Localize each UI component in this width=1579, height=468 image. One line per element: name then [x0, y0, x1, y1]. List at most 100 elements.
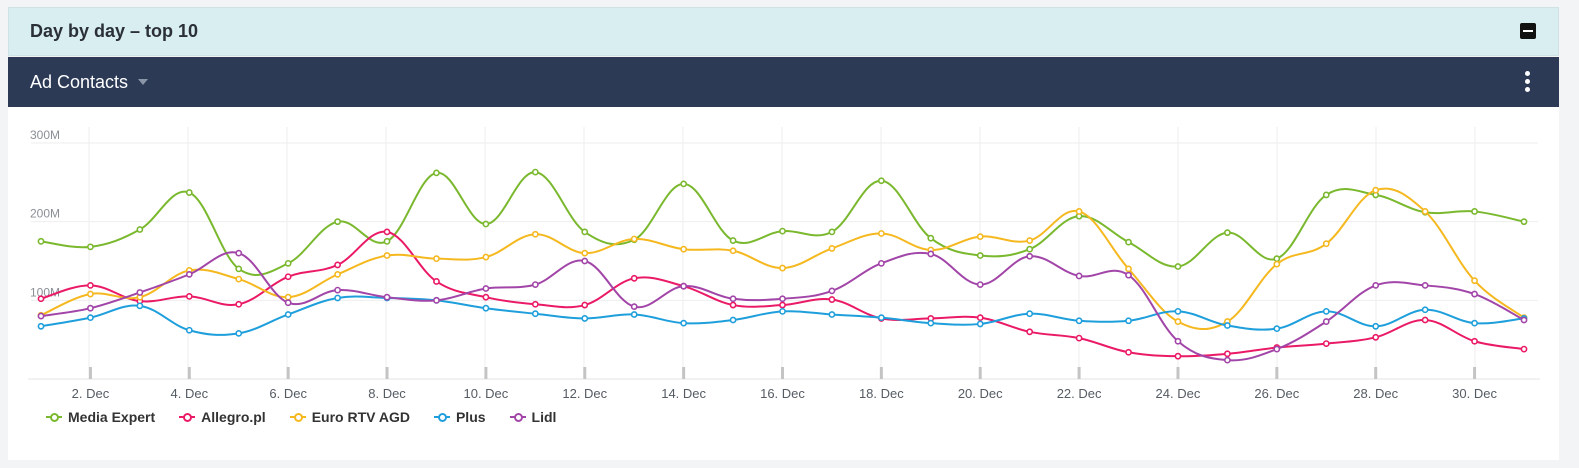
x-tick-label: 16. Dec	[760, 386, 805, 401]
x-tick-mark	[88, 367, 92, 379]
chart-legend: Media Expert Allegro.pl Euro RTV AGD Plus Li…	[46, 409, 556, 425]
data-point	[1174, 337, 1182, 345]
data-point	[185, 270, 193, 278]
data-point	[729, 237, 737, 244]
data-point	[334, 286, 341, 294]
data-point	[1026, 252, 1034, 260]
data-point	[1174, 307, 1182, 315]
data-point	[1421, 281, 1429, 289]
data-point	[136, 302, 144, 310]
y-tick-label: 200M	[30, 207, 60, 221]
data-point	[433, 278, 440, 285]
data-point	[779, 301, 786, 309]
data-point	[1322, 307, 1330, 315]
data-point	[1224, 229, 1231, 237]
data-point	[581, 249, 589, 257]
data-point	[1075, 272, 1083, 280]
more-options-icon[interactable]	[1525, 71, 1531, 93]
data-point	[87, 314, 94, 322]
data-point	[531, 300, 539, 308]
legend-item[interactable]: Plus	[433, 409, 486, 425]
data-point	[383, 228, 391, 236]
data-point	[729, 295, 737, 303]
legend-item[interactable]: Euro RTV AGD	[289, 409, 410, 425]
y-tick-label: 100M	[30, 285, 60, 299]
data-point	[235, 300, 243, 308]
data-point	[630, 274, 638, 282]
data-point	[1322, 318, 1330, 325]
data-point	[1075, 208, 1083, 215]
data-point	[531, 281, 539, 288]
data-point	[828, 245, 836, 252]
data-point	[433, 296, 440, 304]
legend-label: Plus	[455, 409, 486, 425]
data-point	[581, 228, 589, 236]
data-point	[680, 245, 688, 253]
data-point	[927, 234, 935, 242]
x-tick-mark	[583, 367, 587, 379]
x-tick-label: 4. Dec	[171, 386, 209, 401]
data-point	[581, 257, 589, 265]
data-point	[37, 312, 45, 320]
data-point	[334, 218, 341, 226]
data-point	[1421, 316, 1429, 324]
data-point	[1273, 255, 1281, 263]
data-point	[334, 270, 341, 278]
data-point	[976, 320, 984, 328]
series-allegro-pl	[37, 228, 1528, 360]
data-point	[185, 189, 193, 196]
data-point	[284, 299, 292, 307]
data-point	[927, 250, 935, 258]
legend-marker-icon	[46, 412, 62, 422]
data-point	[1471, 277, 1478, 285]
data-point	[87, 290, 94, 298]
collapse-icon[interactable]	[1520, 23, 1536, 39]
data-point	[531, 230, 539, 238]
data-point	[235, 249, 243, 257]
data-point	[828, 228, 836, 236]
legend-item[interactable]: Media Expert	[46, 409, 155, 425]
x-tick-label: 26. Dec	[1254, 386, 1299, 401]
data-point	[1471, 319, 1478, 327]
x-tick-mark	[879, 367, 883, 379]
data-point	[1125, 348, 1132, 356]
data-point	[334, 294, 341, 302]
x-tick-mark	[385, 367, 389, 379]
data-point	[235, 275, 243, 283]
legend-label: Media Expert	[68, 409, 156, 425]
data-point	[383, 252, 391, 259]
legend-label: Allegro.pl	[201, 409, 266, 425]
x-tick-mark	[978, 367, 982, 379]
x-tick-label: 10. Dec	[463, 386, 508, 401]
legend-marker-icon	[179, 412, 196, 422]
x-tick-label: 28. Dec	[1353, 386, 1398, 401]
data-point	[136, 226, 144, 233]
data-point	[1125, 271, 1132, 279]
data-point	[976, 252, 984, 259]
x-tick-mark	[1176, 367, 1180, 379]
data-point	[1322, 240, 1330, 248]
data-point	[1322, 191, 1330, 199]
data-point	[1322, 340, 1330, 347]
legend-item[interactable]: Allegro.pl	[179, 409, 266, 425]
data-point	[729, 316, 737, 324]
data-point	[630, 303, 638, 311]
x-tick-mark	[1275, 367, 1279, 379]
legend-item[interactable]: Lidl	[509, 409, 556, 425]
metric-dropdown[interactable]: Ad Contacts	[30, 72, 149, 93]
data-point	[828, 311, 836, 318]
data-point	[136, 289, 144, 296]
panel-title: Day by day – top 10	[30, 21, 199, 41]
data-point	[87, 281, 94, 289]
data-point	[1372, 322, 1380, 330]
data-point	[185, 326, 193, 334]
data-point	[927, 319, 935, 327]
data-point	[482, 220, 490, 228]
data-point	[1125, 317, 1132, 325]
data-point	[284, 311, 292, 318]
x-tick-label: 12. Dec	[562, 386, 607, 401]
data-point	[779, 264, 786, 272]
data-point	[235, 329, 243, 337]
data-point	[1174, 263, 1182, 270]
data-point	[828, 287, 836, 295]
